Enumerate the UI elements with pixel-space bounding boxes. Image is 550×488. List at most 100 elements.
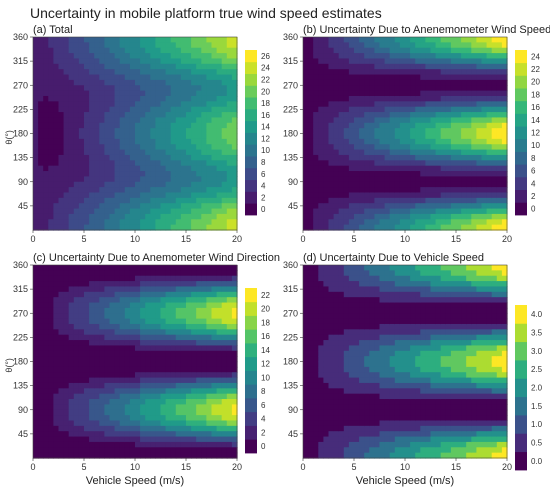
heatmap-cell — [58, 415, 65, 422]
heatmap-cell — [135, 208, 141, 215]
heatmap-cell — [333, 37, 340, 43]
heatmap-cell — [201, 154, 207, 161]
heatmap-cell — [318, 149, 324, 156]
heatmap-cell — [491, 171, 498, 177]
heatmap-cell — [119, 388, 126, 395]
heatmap-cell — [150, 393, 156, 400]
heatmap-cell — [124, 286, 131, 293]
heatmap-cell — [348, 171, 355, 177]
heatmap-cell — [140, 79, 146, 86]
heatmap-cell — [338, 420, 345, 427]
heatmap-cell — [318, 74, 324, 81]
colorbar-tick-label: 10 — [261, 146, 270, 155]
heatmap-cell — [99, 356, 105, 363]
heatmap-cell — [318, 95, 324, 102]
colorbar-tick-label: 20 — [261, 87, 270, 96]
heatmap-cell — [63, 399, 70, 405]
heatmap-cell — [313, 42, 319, 49]
heatmap-cell — [43, 149, 49, 156]
heatmap-cell — [318, 192, 324, 199]
heatmap-cell — [63, 431, 70, 438]
heatmap-cell — [175, 101, 182, 108]
heatmap-cell — [348, 47, 355, 54]
heatmap-cell — [119, 138, 126, 145]
heatmap-cell — [150, 366, 156, 373]
heatmap-cell — [170, 377, 177, 384]
heatmap-cell — [384, 144, 391, 151]
heatmap-cell — [216, 181, 223, 188]
heatmap-cell — [354, 90, 360, 97]
heatmap-cell — [114, 275, 121, 282]
heatmap-cell — [450, 37, 457, 43]
heatmap-cell — [481, 37, 488, 43]
heatmap-cell — [338, 415, 345, 422]
heatmap-cell — [160, 275, 167, 282]
heatmap-cell — [201, 388, 207, 395]
heatmap-cell — [114, 431, 121, 438]
heatmap-cell — [129, 192, 136, 199]
heatmap-cell — [328, 101, 335, 108]
heatmap-cell — [99, 302, 105, 309]
heatmap-cell — [435, 79, 442, 86]
heatmap-cell — [313, 382, 319, 389]
heatmap-cell — [48, 361, 54, 368]
heatmap-cell — [328, 366, 335, 373]
heatmap-cell — [140, 95, 146, 102]
heatmap-cell — [231, 297, 238, 304]
heatmap-cell — [450, 106, 457, 113]
heatmap-cell — [226, 340, 233, 347]
heatmap-cell — [104, 297, 111, 304]
heatmap-cell — [216, 42, 223, 49]
heatmap-cell — [338, 122, 345, 129]
heatmap-cell — [160, 350, 167, 357]
heatmap-cell — [435, 101, 442, 108]
heatmap-cell — [389, 95, 396, 102]
heatmap-cell — [226, 393, 233, 400]
heatmap-cell — [338, 307, 345, 314]
heatmap-cell — [160, 149, 167, 156]
heatmap-cell — [38, 219, 44, 226]
heatmap-cell — [135, 441, 141, 448]
heatmap-cell — [155, 334, 162, 341]
heatmap-cell — [450, 47, 457, 54]
heatmap-cell — [384, 69, 391, 76]
heatmap-cell — [389, 101, 396, 108]
heatmap-cell — [63, 366, 70, 373]
heatmap-cell — [318, 63, 324, 70]
heatmap-cell — [501, 219, 508, 226]
heatmap-cell — [145, 436, 151, 443]
heatmap-cell — [420, 90, 426, 97]
heatmap-cell — [471, 79, 477, 86]
heatmap-cell — [140, 154, 146, 161]
heatmap-cell — [155, 219, 162, 226]
heatmap-cell — [89, 122, 95, 129]
heatmap-cell — [308, 307, 314, 314]
heatmap-cell — [201, 372, 207, 379]
heatmap-cell — [140, 122, 146, 129]
heatmap-cell — [323, 219, 330, 226]
heatmap-cell — [359, 291, 365, 298]
heatmap-cell — [206, 350, 213, 357]
heatmap-cell — [38, 53, 44, 60]
heatmap-cell — [73, 171, 80, 177]
heatmap-cell — [170, 334, 177, 341]
heatmap-cell — [486, 90, 493, 97]
heatmap-cell — [53, 85, 60, 92]
heatmap-cell — [211, 122, 218, 129]
heatmap-cell — [155, 208, 162, 215]
heatmap-cell — [328, 219, 335, 226]
heatmap-cell — [109, 133, 116, 140]
heatmap-cell — [343, 420, 350, 427]
heatmap-cell — [471, 171, 477, 177]
heatmap-cell — [333, 441, 340, 448]
heatmap-cell — [374, 208, 381, 215]
heatmap-cell — [186, 187, 192, 194]
heatmap-cell — [68, 90, 75, 97]
heatmap-cell — [78, 388, 85, 395]
heatmap-cell — [491, 106, 498, 113]
heatmap-cell — [211, 208, 218, 215]
heatmap-cell — [216, 356, 223, 363]
heatmap-cell — [343, 393, 350, 400]
heatmap-cell — [343, 377, 350, 384]
heatmap-cell — [461, 192, 467, 199]
